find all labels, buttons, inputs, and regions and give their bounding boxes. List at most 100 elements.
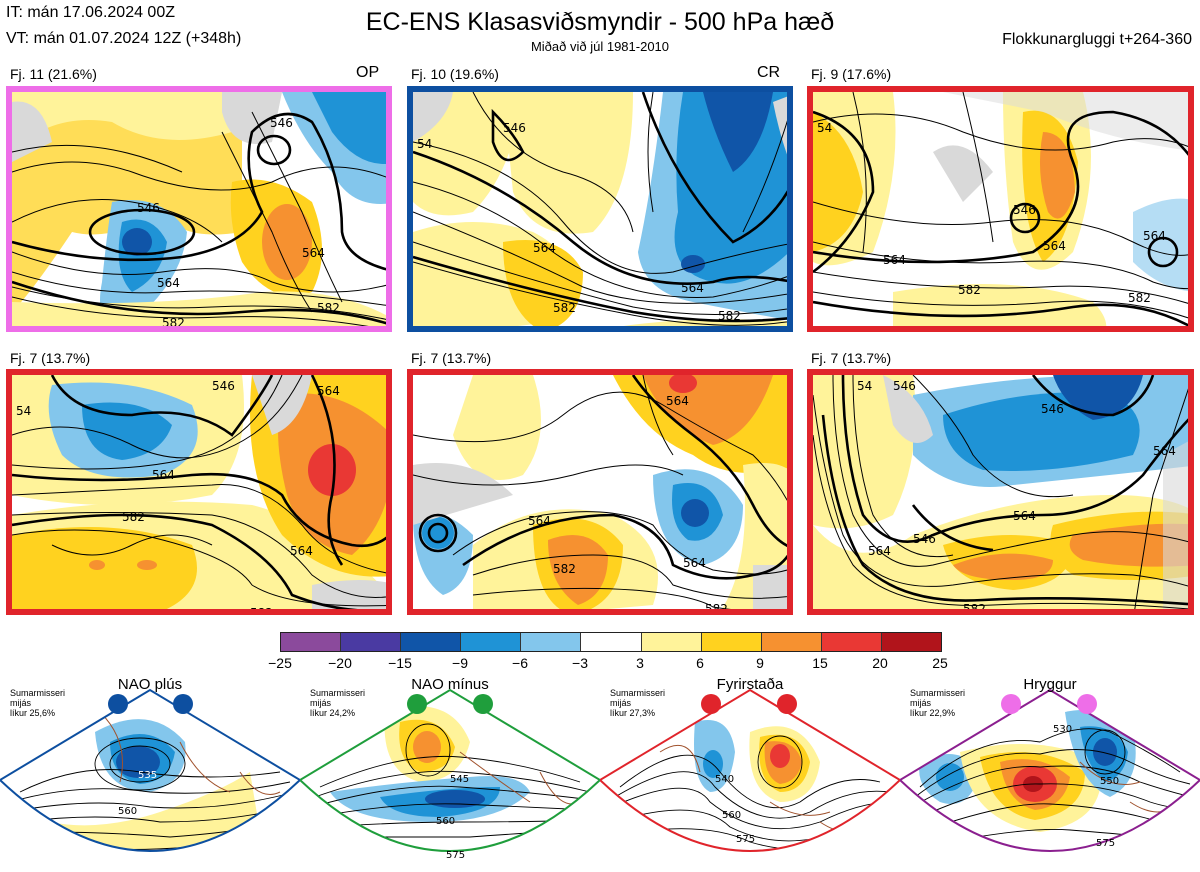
- panel-2-tag: CR: [757, 64, 781, 81]
- cluster-map-2: 564 564 582 582 546 54: [407, 86, 793, 332]
- colorbar-swatch: [761, 633, 822, 651]
- contour-label: 54: [16, 404, 31, 418]
- page-subtitle: Miðað við júl 1981-2010: [530, 39, 670, 54]
- contour-label: 582: [963, 602, 986, 615]
- colorbar-tick: 20: [872, 655, 888, 671]
- regime-nao-plus: 535 560 NAO plús Sumarmisseri mijás líkur …: [0, 672, 300, 872]
- colorbar-tick: 3: [636, 655, 644, 671]
- contour-label: 564: [152, 468, 175, 482]
- colorbar-tick: −15: [388, 655, 412, 671]
- contour-label: 564: [317, 384, 340, 398]
- clustering-window: Flokkunargluggi t+264-360: [1002, 31, 1192, 48]
- colorbar-swatch: [341, 633, 402, 651]
- contour-label: 546: [503, 121, 526, 135]
- regime-title: Fyrirstaða: [716, 676, 784, 693]
- colorbar-swatch: [821, 633, 882, 651]
- cluster-map-3: 54 546 564 564 564 582 582: [807, 86, 1194, 332]
- contour-label: 564: [290, 544, 313, 558]
- contour-label: 564: [1143, 229, 1166, 243]
- contour-label: 564: [157, 276, 180, 290]
- cluster-map-4: 54 546 564 564 564 582 582: [6, 369, 392, 615]
- contour-label: 564: [868, 544, 891, 558]
- contour-label: 564: [666, 394, 689, 408]
- regime-note: Sumarmisseri mijás líkur 27,3%: [610, 688, 666, 718]
- contour-label: 540: [715, 774, 734, 785]
- contour-label: 575: [736, 834, 755, 845]
- colorbar-tick: 6: [696, 655, 704, 671]
- contour-label: 582: [553, 562, 576, 576]
- regime-title: Hryggur: [1023, 676, 1077, 693]
- panel-5-label: Fj. 7 (13.7%): [411, 350, 492, 366]
- contour-label: 546: [913, 532, 936, 546]
- contour-label: 564: [1043, 239, 1066, 253]
- colorbar-tick: 9: [756, 655, 764, 671]
- contour-label: 54: [857, 379, 872, 393]
- regime-title: NAO plús: [117, 676, 183, 693]
- contour-label: 546: [212, 379, 235, 393]
- regime-note: Sumarmisseri mijás líkur 22,9%: [910, 688, 966, 718]
- page-title: EC-ENS Klasasviðsmyndir - 500 hPa hæð: [365, 8, 835, 36]
- regime-blocking: 540 560 575 Fyrirstaða Sumarmisseri mijás…: [600, 672, 900, 872]
- colorbar-swatch: [641, 633, 702, 651]
- colorbar-swatch: [701, 633, 762, 651]
- colorbar-swatch: [401, 633, 462, 651]
- contour-label: 564: [683, 556, 706, 570]
- colorbar-swatch: [281, 633, 342, 651]
- contour-label: 54: [817, 121, 832, 135]
- contour-label: 530: [1053, 724, 1072, 735]
- colorbar-swatch: [461, 633, 522, 651]
- contour-label: 582: [1128, 291, 1151, 305]
- colorbar-tick: 25: [932, 655, 948, 671]
- contour-label: 582: [122, 510, 145, 524]
- colorbar-swatch: [581, 633, 642, 651]
- contour-label: 560: [436, 816, 455, 827]
- contour-label: 582: [162, 316, 185, 330]
- contour-label: 560: [118, 806, 137, 817]
- panel-2-label: Fj. 10 (19.6%): [411, 66, 499, 82]
- regime-ridge: 530 550 575 Hryggur Sumarmisseri mijás lík…: [900, 672, 1200, 872]
- colorbar-tick: −6: [512, 655, 528, 671]
- colorbar-tick: −25: [268, 655, 292, 671]
- colorbar-tick: 15: [812, 655, 828, 671]
- regime-nao-minus: 545 560 575 NAO mínus Sumarmisseri mijás l…: [300, 672, 600, 872]
- regime-note: Sumarmisseri mijás líkur 24,2%: [310, 688, 366, 718]
- contour-label: 575: [446, 850, 465, 861]
- contour-label: 535: [138, 770, 157, 781]
- panel-6-label: Fj. 7 (13.7%): [811, 350, 892, 366]
- colorbar-tick: −20: [328, 655, 352, 671]
- colorbar-swatch: [881, 633, 942, 651]
- cluster-map-1: 546 546 564 564 582 582: [6, 86, 392, 332]
- contour-label: 564: [533, 241, 556, 255]
- panel-1-tag: OP: [356, 64, 380, 81]
- contour-label: 546: [1013, 203, 1036, 217]
- anomaly-colorbar: [280, 632, 942, 652]
- contour-label: 545: [450, 774, 469, 785]
- contour-label: 550: [1100, 776, 1119, 787]
- contour-label: 564: [528, 514, 551, 528]
- contour-label: 564: [883, 253, 906, 267]
- contour-label: 564: [302, 246, 325, 260]
- valid-time: VT: mán 01.07.2024 12Z (+348h): [6, 30, 242, 47]
- cluster-map-6: 54 546 546 546 564 564 564 582: [807, 369, 1194, 615]
- contour-label: 582: [958, 283, 981, 297]
- panel-4-label: Fj. 7 (13.7%): [10, 350, 91, 366]
- panel-1-label: Fj. 11 (21.6%): [10, 66, 97, 82]
- contour-label: 560: [722, 810, 741, 821]
- cluster-map-5: 564 564 564 582 582: [407, 369, 793, 615]
- contour-label: 582: [718, 309, 741, 323]
- contour-label: 564: [1013, 509, 1036, 523]
- colorbar-swatch: [521, 633, 582, 651]
- contour-label: 546: [1041, 402, 1064, 416]
- contour-label: 582: [553, 301, 576, 315]
- contour-label: 564: [681, 281, 704, 295]
- contour-label: 546: [270, 116, 293, 130]
- panel-3-label: Fj. 9 (17.6%): [811, 66, 892, 82]
- contour-label: 582: [317, 301, 340, 315]
- colorbar-tick: −3: [572, 655, 588, 671]
- contour-label: 575: [1096, 838, 1115, 849]
- contour-label: 582: [705, 602, 728, 615]
- regime-note: Sumarmisseri mijás líkur 25,6%: [10, 688, 66, 718]
- contour-label: 546: [137, 201, 160, 215]
- contour-label: 54: [417, 137, 432, 151]
- colorbar-tick: −9: [452, 655, 468, 671]
